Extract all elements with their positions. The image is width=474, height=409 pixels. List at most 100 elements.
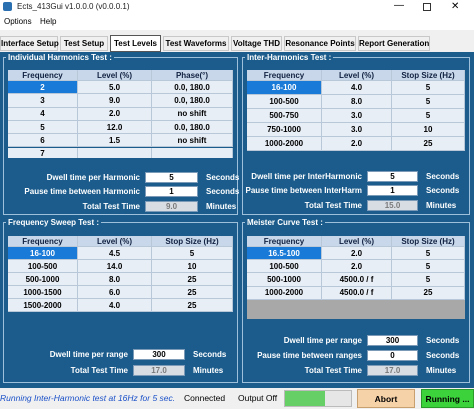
tab[interactable]: Test Waveforms [163,36,229,51]
grid-cell: 25 [152,273,233,286]
data-grid: Frequency Level (%) Phase(°) 2 5.0 0.0, 180.0… [8,70,233,158]
grid-cell: 4.5 [78,247,152,260]
grid-cell: 8.0 [322,95,392,109]
field-label: Dwell time per Harmonic [46,173,140,182]
field-input[interactable]: 5 [367,171,418,182]
menu-item[interactable]: Options [4,17,32,26]
field-unit: Minutes [206,202,237,211]
field-unit: Seconds [426,351,460,360]
abort-button[interactable]: Abort [357,389,415,408]
column-header: Phase(°) [152,70,233,81]
grid-cell: 6 [8,134,78,148]
grid-cell: 14.0 [78,260,152,273]
field-unit: Seconds [193,350,227,359]
progress-fill [285,391,325,406]
grid-cell: 100-500 [247,95,322,109]
grid-cell: 500-1000 [8,273,78,286]
group-title: Individual Harmonics Test : [6,53,114,62]
tab[interactable]: Resonance Points [284,36,356,51]
grid-cell: 5 [392,247,465,261]
field-label: Total Test Time [70,366,128,375]
field-unit: Minutes [193,366,224,375]
grid-cell: 16-100 [8,247,78,260]
column-header: Stop Size (Hz) [392,70,465,81]
field-label: Dwell time per range [49,350,128,359]
grid-cell: 3 [8,94,78,108]
grid-cell: 1000-2000 [247,137,322,151]
field-label: Pause time between ranges [257,351,362,360]
grid-cell: 0.0, 180.0 [152,81,233,95]
column-header: Frequency [8,70,78,81]
maximize-button[interactable] [423,3,431,11]
column-header: Level (%) [322,70,392,81]
grid-cell: 750-1000 [247,123,322,137]
tab-content: Individual Harmonics Test : Frequency Leve… [0,52,474,388]
grid-cell [78,147,152,158]
field-input[interactable]: 300 [133,349,185,360]
column-header: Frequency [8,236,78,247]
field-unit: Seconds [426,172,460,181]
grid-cell: 2.0 [322,247,392,261]
field-label: Total Test Time [82,202,140,211]
grid-cell: 5 [152,247,233,260]
field-unit: Seconds [426,186,460,195]
field-label: Pause time between Harmonic [24,187,140,196]
grid-cell: no shift [152,134,233,148]
field-input[interactable]: 1 [145,186,198,197]
grid-cell: 9.0 [78,94,152,108]
field-unit: Seconds [206,187,240,196]
window-title: Ects_413Gui v1.0.0.0 (v0.0.0.1) [17,2,130,11]
group-title: Frequency Sweep Test : [6,218,101,227]
group-title: Meister Curve Test : [245,218,325,227]
tab[interactable]: Report Generation [358,36,430,51]
data-grid: Frequency Level (%) Stop Size (Hz) 16-100 4.… [247,70,465,158]
grid-cell: 25 [152,299,233,312]
data-grid: Frequency Level (%) Stop Size (Hz) 16.5-100… [247,236,465,322]
field-input: 17.0 [367,365,418,376]
grid-cell: 4500.0 / f [322,286,392,300]
field-label: Pause time between InterHarm [245,186,362,195]
grid-cell: 5 [392,81,465,95]
grid-cell: 1.5 [78,134,152,148]
close-button[interactable]: ✕ [451,1,460,12]
running-button[interactable]: Running ... [421,389,474,408]
field-unit: Minutes [426,366,457,375]
menu-bar: Options Help [0,14,474,30]
grid-cell: 16.5-100 [247,247,322,261]
grid-cell: 16-100 [247,81,322,95]
field-input: 17.0 [133,365,185,376]
column-header: Stop Size (Hz) [152,236,233,247]
grid-cell: 500-750 [247,109,322,123]
grid-cell: 6.0 [78,286,152,299]
tab[interactable]: Test Levels [110,35,161,52]
column-header: Level (%) [78,236,152,247]
grid-cell: 5.0 [78,81,152,95]
grid-cell: 3.0 [322,109,392,123]
field-input[interactable]: 5 [145,172,198,183]
grid-cell: 2 [8,81,78,95]
grid-cell: 8.0 [78,273,152,286]
field-input[interactable]: 300 [367,335,418,346]
tab[interactable]: Voltage THD [231,36,282,51]
field-input[interactable]: 1 [367,185,418,196]
tab[interactable]: Interface Setup [0,36,59,51]
grid-cell: 4.0 [322,81,392,95]
data-grid: Frequency Level (%) Stop Size (Hz) 16-100 4.… [8,236,233,322]
field-unit: Seconds [206,173,240,182]
field-input[interactable]: 0 [367,350,418,361]
grid-cell: 5 [392,95,465,109]
column-header: Stop Size (Hz) [392,236,465,247]
minimize-button[interactable]: — [394,0,404,11]
field-input: 9.0 [145,201,198,212]
field-label: Dwell time per range [283,336,362,345]
grid-cell: 10 [392,123,465,137]
menu-item[interactable]: Help [40,17,57,26]
grid-cell: 5 [392,109,465,123]
field-input: 15.0 [367,200,418,211]
grid-cell: 2.0 [322,260,392,274]
grid-cell: 0.0, 180.0 [152,94,233,108]
connection-status: Connected [184,393,226,403]
tab[interactable]: Test Setup [60,36,108,51]
column-header: Level (%) [322,236,392,247]
